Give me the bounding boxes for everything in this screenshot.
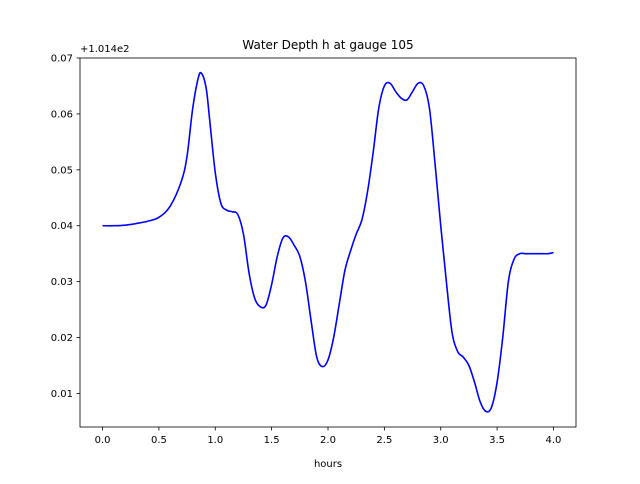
y-tick-label: 0.03: [51, 277, 73, 288]
y-tick-label: 0.02: [51, 333, 73, 344]
y-tick-label: 0.05: [51, 165, 73, 176]
y-tick-label: 0.06: [51, 109, 73, 120]
x-tick-label: 0.0: [95, 435, 111, 446]
y-axis-offset-label: +1.014e2: [80, 44, 130, 55]
x-tick-label: 2.5: [376, 435, 392, 446]
y-tick-label: 0.07: [51, 54, 73, 65]
chart-title: Water Depth h at gauge 105: [242, 38, 413, 52]
x-tick-label: 3.0: [433, 435, 449, 446]
x-axis-ticks: 0.0 0.5 1.0 1.5 2.0 2.5 3.0 3.5 4.0: [95, 427, 562, 446]
x-tick-label: 2.0: [320, 435, 336, 446]
x-tick-label: 1.5: [264, 435, 280, 446]
y-axis-ticks: 0.01 0.02 0.03 0.04 0.05 0.06 0.07: [51, 54, 80, 400]
x-tick-label: 1.0: [207, 435, 223, 446]
x-tick-label: 4.0: [546, 435, 562, 446]
y-tick-label: 0.01: [51, 389, 73, 400]
x-axis-label: hours: [314, 459, 342, 470]
x-tick-label: 0.5: [151, 435, 167, 446]
plot-area: [102, 71, 554, 413]
y-tick-label: 0.04: [51, 221, 73, 232]
x-tick-label: 3.5: [489, 435, 505, 446]
axes-frame: [79, 57, 577, 428]
series-line-0: [102, 71, 554, 413]
